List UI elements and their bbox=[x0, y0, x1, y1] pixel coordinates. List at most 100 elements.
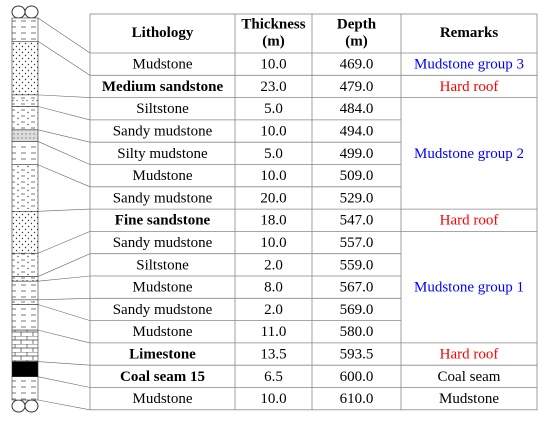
thickness-cell: 6.5 bbox=[264, 369, 283, 385]
leader-line bbox=[37, 304, 91, 321]
thickness-cell: 10.0 bbox=[260, 168, 286, 184]
leader-line bbox=[37, 231, 91, 254]
layer bbox=[11, 376, 39, 401]
lithology-cell: Medium sandstone bbox=[102, 79, 224, 95]
table: LithologyThickness(m)Depth(m)RemarksMuds… bbox=[89, 13, 538, 411]
header-cell: (m) bbox=[345, 33, 368, 49]
layer bbox=[11, 106, 39, 131]
table-border bbox=[89, 13, 538, 411]
layer bbox=[11, 141, 39, 166]
leader-line bbox=[37, 208, 91, 212]
layer bbox=[11, 129, 39, 142]
lithology-cell: Siltstone bbox=[136, 101, 189, 117]
depth-cell: 499.0 bbox=[340, 146, 374, 162]
depth-cell: 580.0 bbox=[340, 324, 374, 340]
break-symbol bbox=[11, 399, 26, 413]
leader-line bbox=[37, 17, 91, 54]
thickness-cell: 11.0 bbox=[261, 324, 287, 340]
depth-cell: 529.0 bbox=[340, 190, 374, 206]
thickness-cell: 20.0 bbox=[260, 190, 286, 206]
header-cell: (m) bbox=[262, 33, 285, 49]
depth-cell: 547.0 bbox=[340, 213, 374, 229]
layer bbox=[11, 304, 39, 331]
break-symbol bbox=[11, 5, 26, 19]
thickness-cell: 10.0 bbox=[260, 57, 286, 73]
leader-line bbox=[37, 361, 91, 366]
header-cell: Remarks bbox=[440, 25, 498, 41]
lithology-cell: Fine sandstone bbox=[115, 213, 211, 229]
remark-cell: Mudstone group 3 bbox=[414, 57, 524, 73]
depth-cell: 600.0 bbox=[340, 369, 374, 385]
depth-cell: 479.0 bbox=[340, 79, 374, 95]
remark-cell: Hard roof bbox=[440, 213, 499, 229]
lithology-cell: Siltstone bbox=[136, 257, 189, 273]
leader-line bbox=[37, 275, 91, 282]
remark-cell: Coal seam bbox=[438, 369, 501, 385]
leader-line bbox=[37, 129, 91, 143]
lithology-cell: Sandy mudstone bbox=[113, 190, 213, 206]
depth-cell: 567.0 bbox=[340, 280, 374, 296]
layer bbox=[11, 40, 39, 96]
leader-line bbox=[37, 94, 91, 98]
break-symbol bbox=[24, 5, 39, 19]
depth-cell: 569.0 bbox=[340, 302, 374, 318]
thickness-cell: 5.0 bbox=[264, 101, 283, 117]
header-cell: Depth bbox=[337, 16, 377, 32]
lithology-cell: Sandy mudstone bbox=[113, 235, 213, 251]
header-cell: Thickness bbox=[241, 16, 305, 32]
lithology-cell: Limestone bbox=[129, 346, 196, 362]
lithology-cell: Mudstone bbox=[133, 391, 193, 407]
layer bbox=[11, 252, 39, 277]
depth-cell: 494.0 bbox=[340, 123, 374, 139]
leader-line bbox=[37, 106, 91, 121]
break-symbol bbox=[24, 399, 39, 413]
depth-cell: 610.0 bbox=[340, 391, 374, 407]
lithology-cell: Silty mudstone bbox=[117, 146, 208, 162]
layer bbox=[11, 299, 39, 305]
lithology-cell: Sandy mudstone bbox=[113, 302, 213, 318]
remark-cell: Hard roof bbox=[440, 346, 499, 362]
depth-cell: 469.0 bbox=[340, 57, 374, 73]
depth-cell: 509.0 bbox=[340, 168, 374, 184]
layer bbox=[11, 17, 39, 42]
leader-line bbox=[37, 141, 91, 165]
remark-cell: Mudstone group 2 bbox=[414, 146, 524, 162]
thickness-cell: 5.0 bbox=[264, 146, 283, 162]
leader-line bbox=[37, 253, 91, 277]
remark-cell: Hard roof bbox=[440, 79, 499, 95]
lithology-cell: Mudstone bbox=[133, 57, 193, 73]
depth-cell: 484.0 bbox=[340, 101, 374, 117]
thickness-cell: 10.0 bbox=[260, 391, 286, 407]
thickness-cell: 13.5 bbox=[260, 346, 286, 362]
layer bbox=[11, 164, 39, 212]
thickness-cell: 8.0 bbox=[264, 280, 283, 296]
layer bbox=[11, 280, 39, 301]
layer bbox=[11, 94, 39, 107]
lithology-cell: Coal seam 15 bbox=[120, 369, 205, 385]
leader-line bbox=[37, 298, 91, 301]
leader-line bbox=[37, 376, 91, 388]
thickness-cell: 23.0 bbox=[260, 79, 286, 95]
thickness-cell: 10.0 bbox=[260, 235, 286, 251]
leader-line bbox=[37, 41, 91, 76]
lithology-cell: Mudstone bbox=[133, 168, 193, 184]
leader-line bbox=[37, 164, 91, 188]
column bbox=[11, 5, 91, 413]
thickness-cell: 2.0 bbox=[264, 302, 283, 318]
depth-cell: 593.5 bbox=[340, 346, 374, 362]
layer bbox=[11, 211, 39, 254]
leader-line bbox=[37, 329, 91, 344]
thickness-cell: 18.0 bbox=[260, 213, 286, 229]
leader-line bbox=[37, 399, 91, 411]
layer bbox=[11, 361, 39, 378]
layer bbox=[11, 329, 39, 362]
lithology-cell: Mudstone bbox=[133, 324, 193, 340]
layer bbox=[11, 276, 39, 282]
remark-cell: Mudstone bbox=[439, 391, 499, 407]
thickness-cell: 10.0 bbox=[260, 123, 286, 139]
remark-cell: Mudstone group 1 bbox=[414, 280, 524, 296]
lithology-cell: Mudstone bbox=[133, 280, 193, 296]
thickness-cell: 2.0 bbox=[264, 257, 283, 273]
depth-cell: 557.0 bbox=[340, 235, 374, 251]
